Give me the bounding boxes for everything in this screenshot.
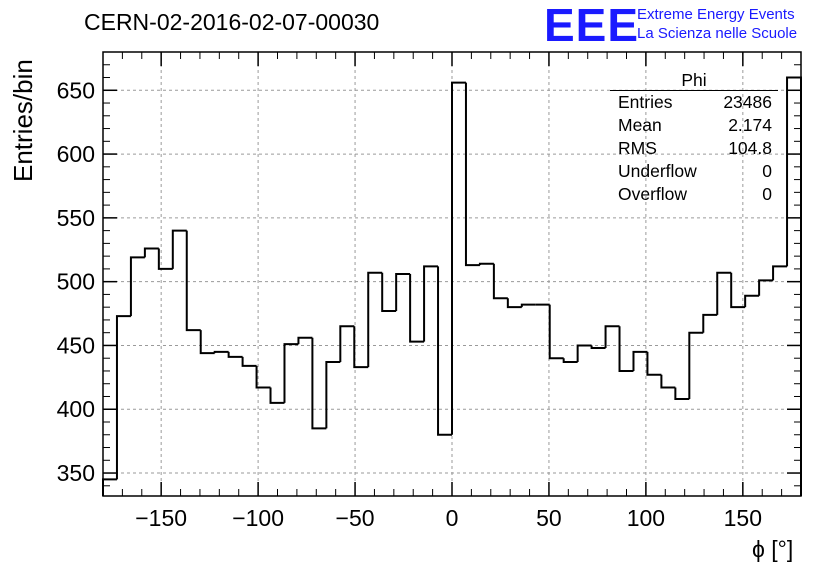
histogram-bin [367, 271, 383, 368]
x-tick-label: 150 [724, 505, 762, 531]
stats-row: Underflow 0 [610, 160, 778, 183]
stats-value: 0 [762, 184, 772, 204]
histogram-bin [157, 248, 173, 270]
stats-box: Phi Entries 23486 Mean 2.174 RMS 104.8 Underfl… [610, 70, 778, 206]
histogram-bin [702, 313, 718, 333]
histogram-bin [199, 330, 215, 355]
histogram-bin [339, 325, 355, 363]
stats-value: 104.8 [728, 138, 772, 158]
histogram-bin [506, 298, 522, 309]
eee-logo: EEE [544, 0, 640, 51]
stats-row: RMS 104.8 [610, 137, 778, 160]
histogram-bin [451, 81, 466, 435]
histogram-bin [395, 273, 411, 311]
stats-label: Mean [618, 115, 662, 135]
y-tick-label: 650 [57, 77, 95, 103]
y-tick-label: 500 [57, 269, 95, 295]
x-axis-label: ϕ [°] [752, 536, 794, 562]
histogram-bin [772, 265, 788, 281]
stats-label: Underflow [618, 161, 697, 181]
histogram-bin [381, 272, 397, 312]
histogram-bin [325, 361, 341, 429]
histogram-bin [590, 345, 606, 349]
stats-label: Entries [618, 92, 673, 112]
stats-label: RMS [618, 138, 657, 158]
histogram-bin [576, 344, 592, 363]
x-tick-label: 0 [446, 505, 459, 531]
histogram-bin [171, 229, 187, 269]
histogram-bin [241, 356, 257, 367]
histogram-bin [129, 256, 145, 317]
histogram-bin [311, 337, 327, 430]
histogram-bin [115, 315, 131, 480]
histogram-bin [548, 304, 564, 360]
histogram-bin [618, 326, 634, 372]
x-tick-label: −150 [135, 505, 187, 531]
histogram-bin [283, 343, 299, 403]
histogram-bin [464, 82, 480, 267]
histogram-bin [143, 247, 159, 258]
histogram-bin [660, 374, 676, 389]
histogram-bin [730, 272, 746, 309]
y-tick-label: 600 [57, 141, 95, 167]
logo-line-1: Extreme Energy Events [637, 6, 795, 23]
histogram-bin [353, 326, 369, 369]
stats-title: Phi [610, 70, 778, 91]
stats-row: Mean 2.174 [610, 114, 778, 137]
histogram-bin [674, 387, 690, 401]
histogram-bin [269, 387, 285, 404]
histogram-bin [102, 478, 117, 496]
stats-value: 2.174 [728, 115, 772, 135]
histogram-bin [185, 230, 201, 332]
stats-label: Overflow [618, 184, 688, 204]
histogram-bin [492, 263, 508, 300]
histogram-bin [632, 350, 648, 371]
histogram-bin [423, 265, 439, 342]
x-tick-label: −50 [336, 505, 375, 531]
x-tick-label: 50 [536, 505, 562, 531]
histogram-bin [758, 279, 774, 296]
chart-title: CERN-02-2016-02-07-00030 [84, 9, 380, 35]
histogram-bin [213, 350, 229, 354]
histogram-bin [297, 336, 313, 345]
histogram-bin [227, 351, 243, 358]
histogram-bin [520, 303, 536, 308]
stats-row: Overflow 0 [610, 183, 778, 206]
histogram-bin [437, 266, 452, 436]
stats-value: 0 [762, 161, 772, 181]
y-tick-label: 550 [57, 205, 95, 231]
histogram-bin [688, 331, 704, 400]
stats-value: 23486 [723, 92, 772, 112]
histogram-bin [478, 262, 494, 266]
histogram-bin [604, 325, 620, 348]
histogram-bin [716, 271, 732, 315]
histogram-bin [409, 274, 425, 343]
x-tick-label: −100 [232, 505, 284, 531]
histogram-bin [562, 358, 578, 364]
y-tick-label: 450 [57, 332, 95, 358]
x-tick-label: 100 [627, 505, 665, 531]
histogram-bin [744, 294, 760, 308]
y-tick-label: 400 [57, 396, 95, 422]
histogram-bin [786, 76, 802, 496]
histogram-bin [255, 365, 271, 389]
logo-line-2: La Scienza nelle Scuole [637, 25, 798, 42]
y-tick-label: 350 [57, 460, 95, 486]
histogram-bin [646, 351, 662, 376]
stats-row: Entries 23486 [610, 91, 778, 114]
